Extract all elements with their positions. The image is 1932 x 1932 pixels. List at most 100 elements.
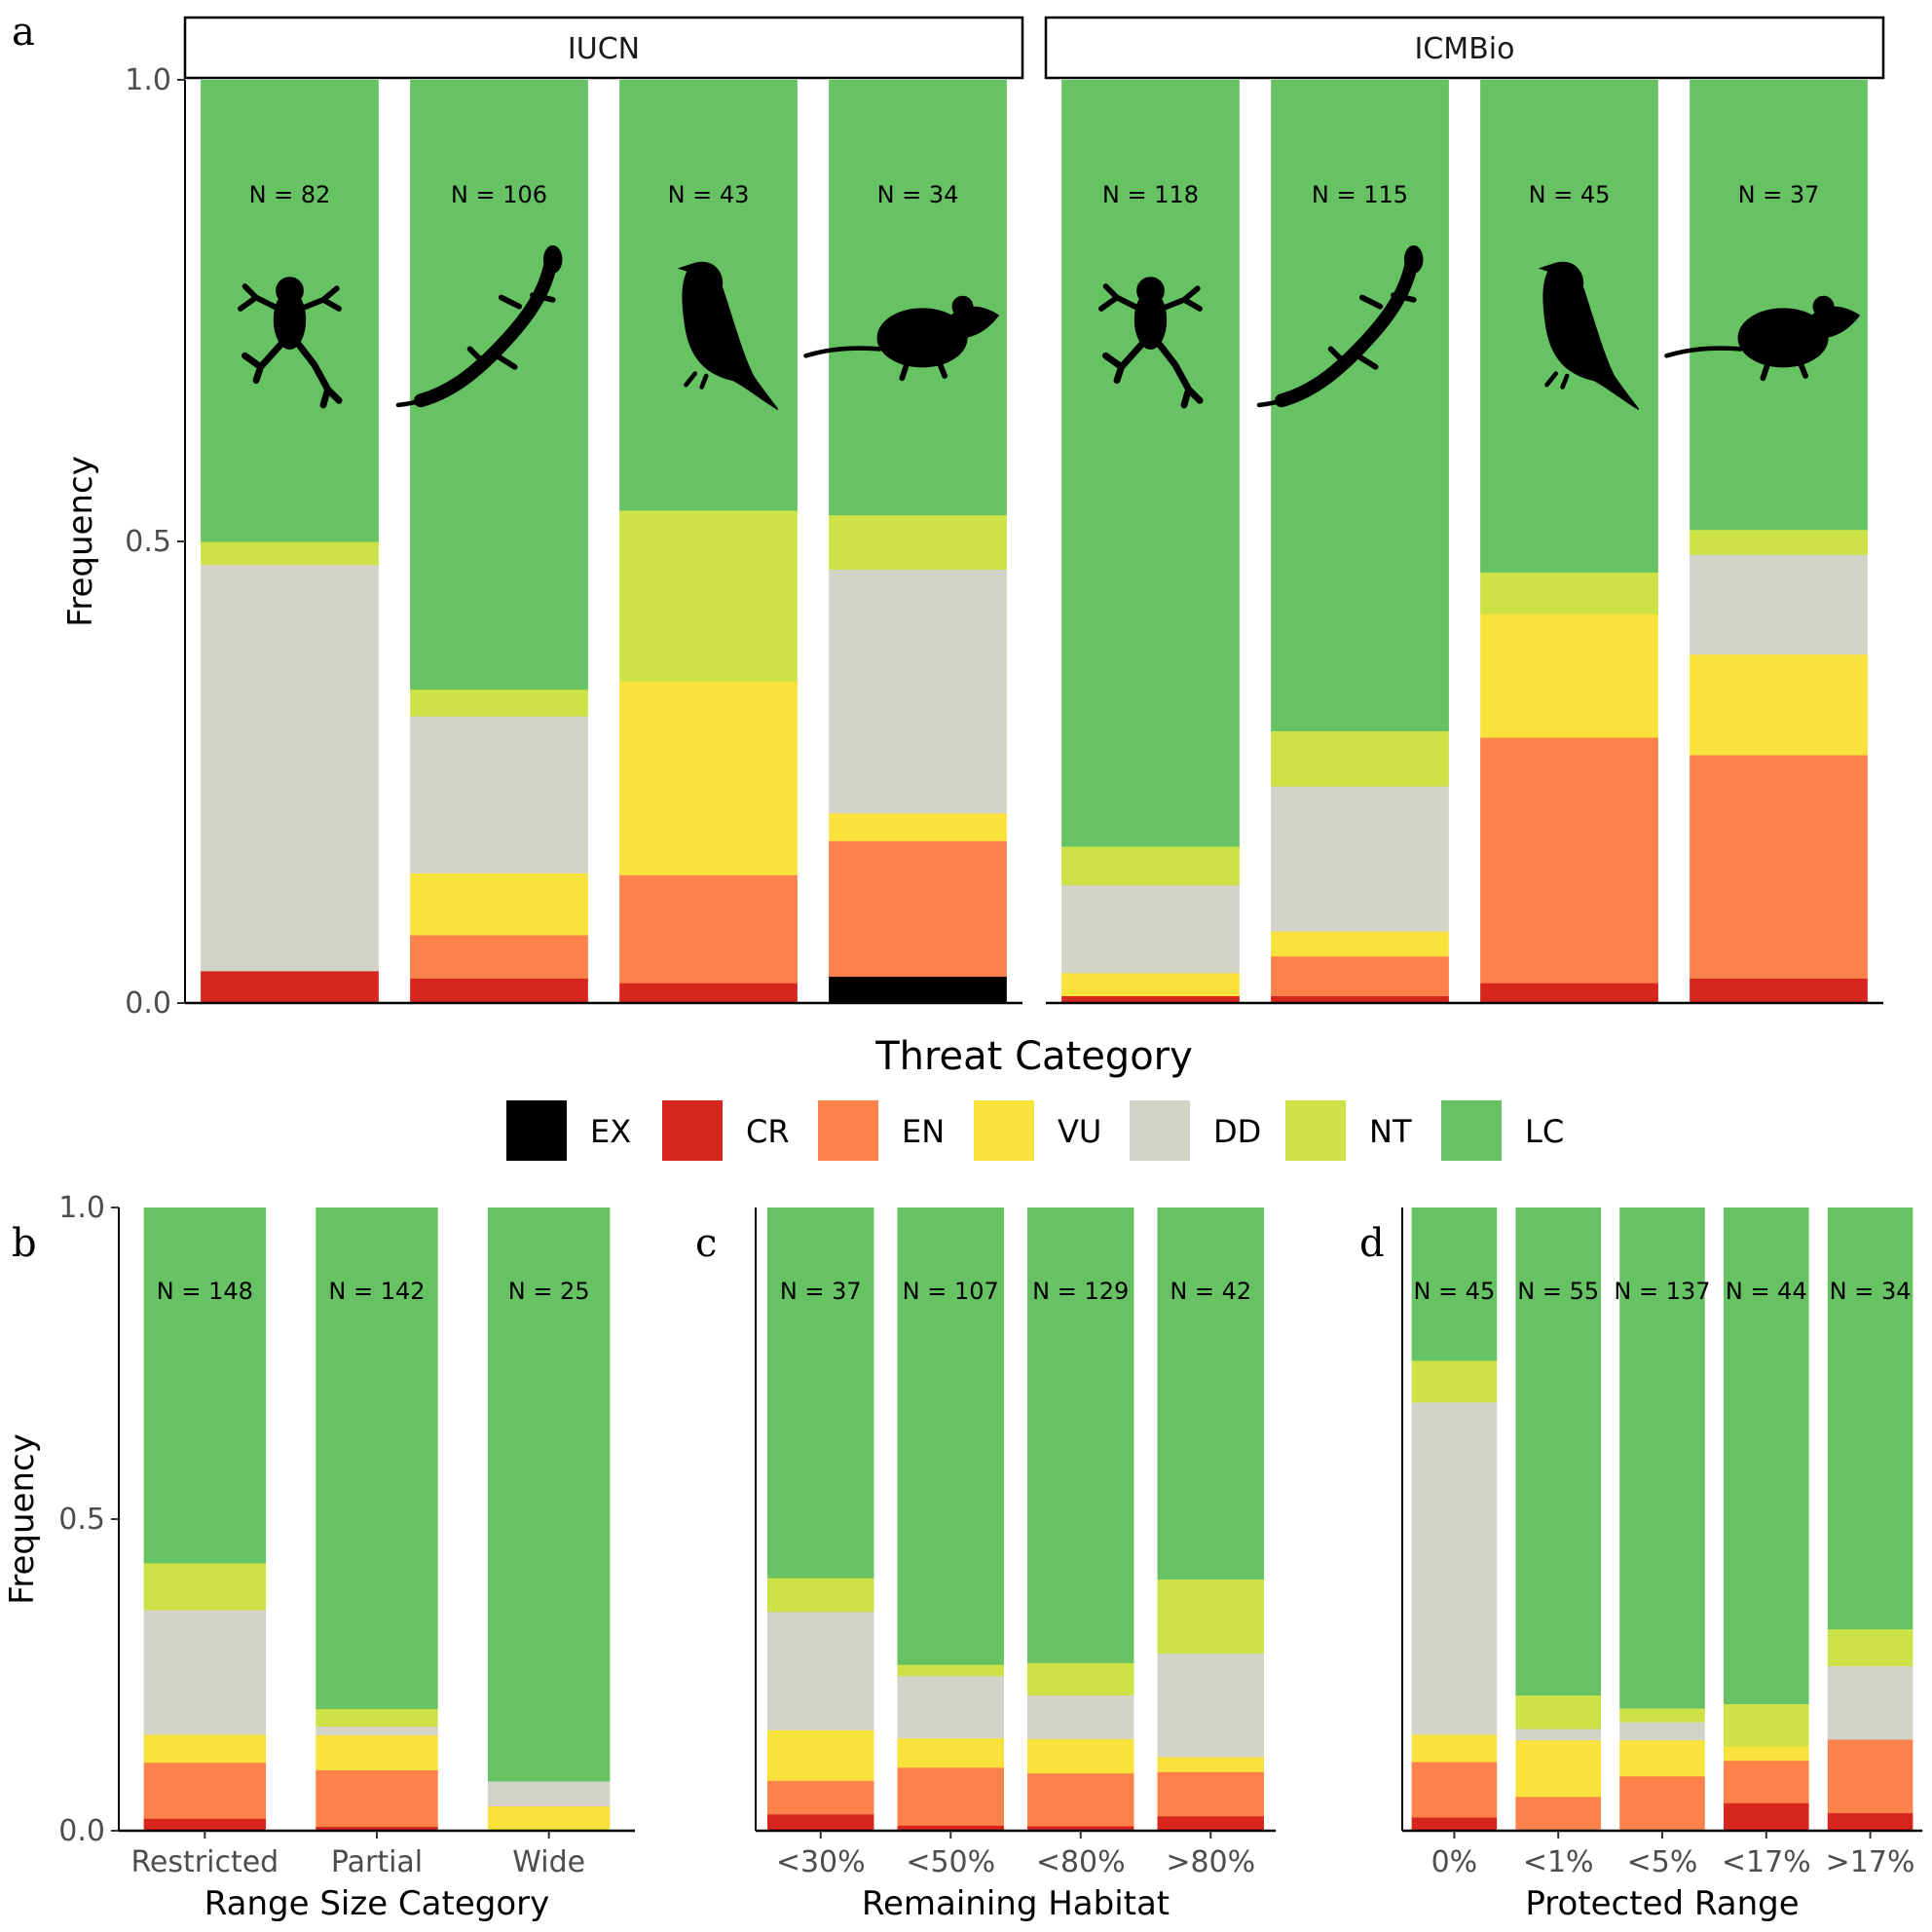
bar-segment-nt bbox=[1157, 1579, 1264, 1654]
bar-segment-en bbox=[1411, 1761, 1498, 1818]
bar-segment-cr bbox=[143, 1818, 267, 1832]
bar-segment-nt bbox=[767, 1578, 874, 1613]
bar-segment-nt bbox=[1271, 730, 1449, 787]
n-label: N = 45 bbox=[1529, 181, 1611, 208]
x-tick-label: <1% bbox=[1523, 1845, 1594, 1879]
bar-segment-en bbox=[1480, 736, 1658, 984]
bar-segment-nt bbox=[1690, 529, 1868, 555]
bar-segment-lc bbox=[1027, 1208, 1134, 1663]
bar-segment-vu bbox=[897, 1737, 1004, 1768]
bar-segment-cr bbox=[1480, 983, 1658, 1004]
bar-segment-lc bbox=[487, 1208, 611, 1782]
bar-segment-dd bbox=[201, 564, 379, 972]
frog-icon bbox=[238, 277, 343, 409]
n-label: N = 34 bbox=[877, 181, 959, 208]
bar-segment-en bbox=[143, 1762, 267, 1819]
bar-segment-nt bbox=[1515, 1694, 1601, 1729]
panel-d: d N = 45 N = 55 N = 137 N = 44 N = 34 0% <1% <5%… bbox=[1359, 1208, 1922, 1923]
bar-segment-dd bbox=[1827, 1665, 1913, 1740]
bar-segment-en bbox=[316, 1769, 438, 1828]
bar-stack: N = 107 bbox=[897, 1208, 1004, 1832]
bar-segment-lc bbox=[767, 1208, 874, 1579]
facet-strip bbox=[183, 16, 1024, 80]
x-tick-label: <17% bbox=[1722, 1845, 1811, 1879]
legend-swatch bbox=[1441, 1100, 1502, 1161]
bar-segment-cr bbox=[316, 1826, 438, 1832]
legend-label: LC bbox=[1525, 1113, 1564, 1150]
bar-segment-lc bbox=[897, 1208, 1004, 1665]
bar-segment-dd bbox=[1690, 554, 1868, 655]
bar-segment-dd bbox=[1027, 1694, 1134, 1739]
bar-segment-vu bbox=[410, 873, 588, 936]
bar-stack: N = 55 bbox=[1515, 1208, 1601, 1832]
bar-stack: N = 118 bbox=[1061, 80, 1240, 1004]
bar-segment-cr bbox=[1724, 1802, 1809, 1832]
lizard-icon bbox=[395, 245, 563, 408]
bar-stack: N = 142 bbox=[316, 1208, 438, 1832]
legend-item-nt: NT bbox=[1285, 1100, 1412, 1161]
bar-segment-ex bbox=[829, 976, 1007, 1004]
bar-segment-en bbox=[1690, 754, 1868, 980]
bar-segment-dd bbox=[1411, 1401, 1498, 1735]
bar-segment-nt bbox=[201, 541, 379, 566]
legend-swatch bbox=[818, 1100, 878, 1161]
bar-segment-cr bbox=[619, 983, 798, 1004]
bar-stack: N = 106 bbox=[395, 80, 588, 1004]
bar-segment-cr bbox=[1027, 1825, 1134, 1832]
facet-strip bbox=[1044, 16, 1885, 80]
bar-segment-vu bbox=[1411, 1733, 1498, 1763]
bar-segment-cr bbox=[201, 970, 379, 1004]
bar-segment-nt bbox=[1827, 1628, 1913, 1666]
bar-segment-nt bbox=[1619, 1707, 1705, 1723]
facet-strip-label: ICMBio bbox=[1415, 32, 1515, 66]
bar-stack: N = 42 bbox=[1157, 1208, 1264, 1832]
bar-segment-lc bbox=[1724, 1208, 1809, 1705]
bar-segment-lc bbox=[829, 80, 1007, 516]
bar-segment-vu bbox=[1157, 1756, 1264, 1772]
x-axis-title: Remaining Habitat bbox=[862, 1884, 1170, 1923]
bar-stack: N = 45 bbox=[1480, 80, 1658, 1004]
legend-item-cr: CR bbox=[662, 1100, 790, 1161]
bar-segment-lc bbox=[1157, 1208, 1264, 1580]
bar-segment-lc bbox=[1411, 1208, 1498, 1361]
bar-stack: N = 34 bbox=[803, 80, 1007, 1004]
bar-segment-en bbox=[897, 1766, 1004, 1826]
legend-swatch bbox=[506, 1100, 567, 1161]
n-label: N = 55 bbox=[1517, 1278, 1599, 1305]
bar-segment-vu bbox=[1690, 653, 1868, 756]
bar-segment-en bbox=[1827, 1738, 1913, 1814]
legend-item-ex: EX bbox=[506, 1100, 631, 1161]
bar-segment-vu bbox=[767, 1729, 874, 1781]
bar-segment-nt bbox=[1061, 845, 1240, 886]
bar-segment-cr bbox=[1061, 995, 1240, 1004]
bar-segment-cr bbox=[1827, 1812, 1913, 1832]
bar-segment-cr bbox=[1411, 1816, 1498, 1832]
bar-segment-en bbox=[410, 934, 588, 980]
y-tick-label: 1.0 bbox=[58, 1191, 105, 1225]
bird-icon bbox=[677, 261, 779, 410]
bar-segment-dd bbox=[1157, 1653, 1264, 1758]
n-label: N = 107 bbox=[903, 1278, 999, 1305]
bar-stack: N = 44 bbox=[1724, 1208, 1809, 1832]
bar-segment-nt bbox=[143, 1562, 267, 1611]
n-label: N = 82 bbox=[249, 181, 331, 208]
legend-label: CR bbox=[746, 1113, 790, 1150]
bar-segment-vu bbox=[1619, 1739, 1705, 1777]
legend-label: EX bbox=[590, 1113, 631, 1150]
legend: EX CR EN VU DD NT LC bbox=[506, 1100, 1564, 1161]
bar-segment-cr bbox=[1271, 995, 1449, 1004]
x-tick-label: Restricted bbox=[130, 1845, 279, 1879]
bar-segment-vu bbox=[1480, 613, 1658, 738]
x-tick-label: 0% bbox=[1431, 1845, 1478, 1879]
bar-segment-nt bbox=[1480, 572, 1658, 614]
bar-stack: N = 43 bbox=[619, 80, 798, 1004]
n-label: N = 142 bbox=[328, 1278, 425, 1305]
n-label: N = 44 bbox=[1726, 1278, 1807, 1305]
bar-segment-dd bbox=[767, 1611, 874, 1730]
bar-stack: N = 129 bbox=[1027, 1208, 1134, 1832]
bar-segment-dd bbox=[1619, 1722, 1705, 1741]
bar-segment-cr bbox=[1690, 978, 1868, 1004]
bar-stack: N = 45 bbox=[1411, 1208, 1498, 1832]
panel-letter: a bbox=[12, 10, 35, 55]
